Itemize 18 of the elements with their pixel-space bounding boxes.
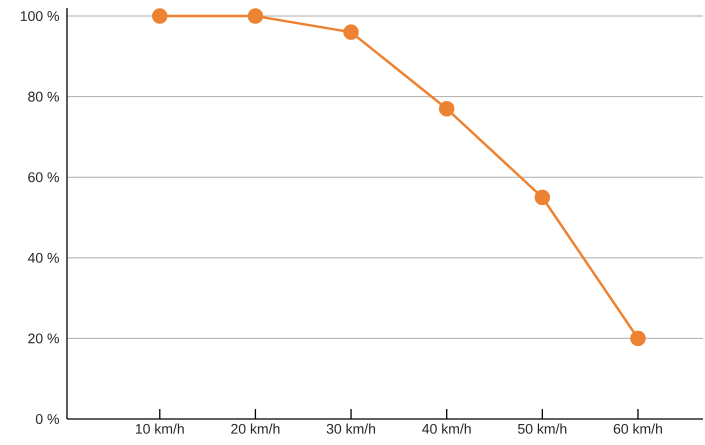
y-tick-label: 80 % (28, 92, 59, 102)
point (152, 8, 168, 24)
x-tick-label: 20 km/h (231, 424, 280, 434)
x-tick-label: 40 km/h (422, 424, 471, 434)
x-tick-label: 10 km/h (136, 424, 184, 434)
x-tick-label: 60 km/h (614, 424, 662, 434)
x-tick-label: 30 km/h (326, 424, 376, 434)
y-tick-label: 20 % (28, 333, 59, 344)
y-tick-label: 60 % (28, 172, 59, 182)
y-tick-label: 100 % (20, 11, 59, 22)
y-tick-label: 0 % (36, 414, 59, 424)
point (534, 190, 550, 206)
point (343, 24, 359, 40)
y-tick-label: 40 % (28, 252, 59, 263)
point (630, 330, 646, 346)
point (438, 100, 454, 116)
point (248, 8, 264, 24)
x-tick-label: 50 km/h (518, 424, 566, 434)
